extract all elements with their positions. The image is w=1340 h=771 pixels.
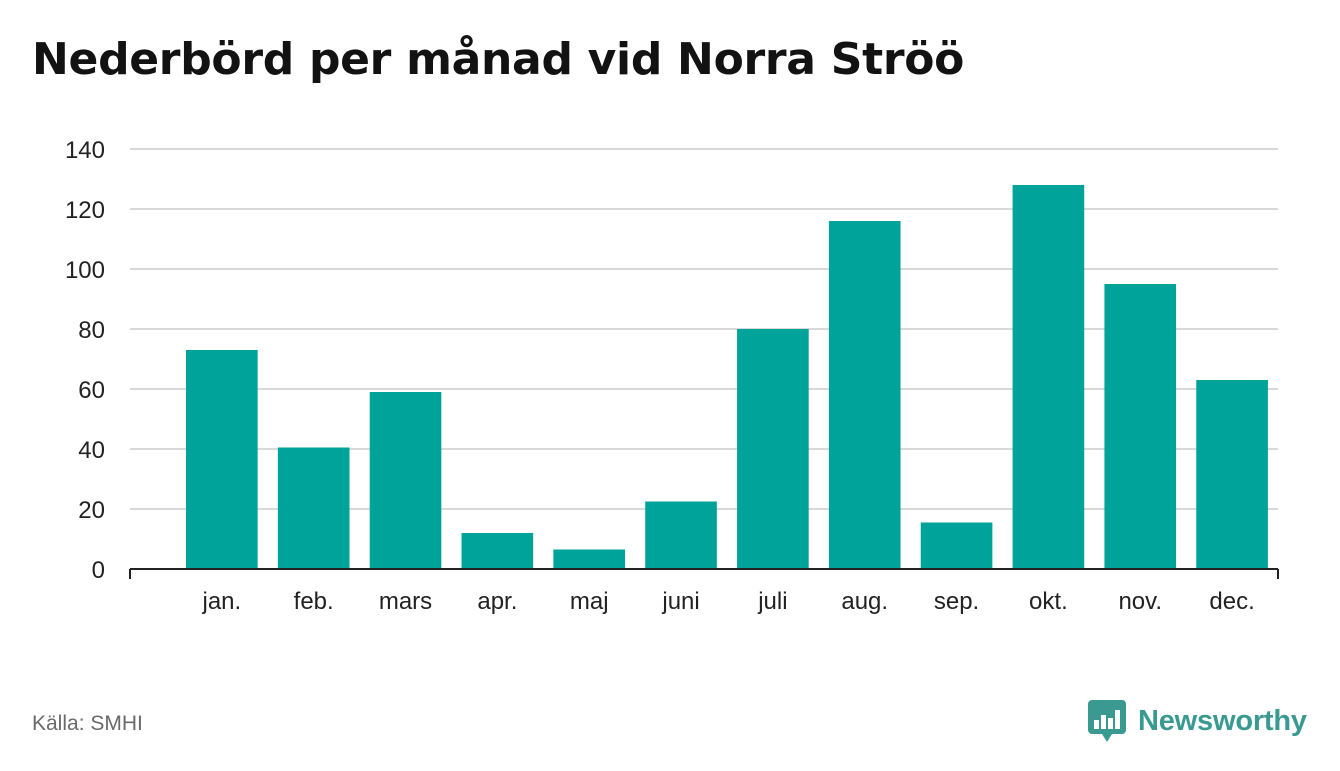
y-tick-label: 140: [65, 137, 105, 164]
x-tick-label: juni: [661, 588, 699, 615]
x-tick-label: aug.: [841, 588, 888, 615]
x-tick-label: jan.: [201, 588, 241, 615]
y-tick-label: 60: [78, 377, 105, 404]
x-tick-label: juli: [757, 588, 787, 615]
x-tick-label: maj: [570, 588, 609, 615]
chart-title: Nederbörd per månad vid Norra Ströö: [32, 34, 965, 85]
x-tick-label: mars: [379, 588, 432, 615]
bar: [737, 329, 809, 569]
x-tick-label: apr.: [477, 588, 517, 615]
bars: [186, 185, 1268, 569]
bar: [645, 501, 717, 569]
bar: [461, 533, 534, 569]
y-tick-label: 20: [78, 497, 105, 524]
bar-chart-speech-bubble-icon: [1088, 700, 1126, 742]
bar: [828, 221, 901, 569]
bar: [1104, 284, 1177, 569]
bar: [1012, 185, 1085, 569]
x-tick-label: okt.: [1029, 588, 1068, 615]
bar: [920, 522, 993, 569]
bar: [186, 350, 258, 569]
y-axis-ticks: 0 20 40 60 80 100 120 140: [65, 137, 105, 584]
y-tick-label: 0: [92, 557, 105, 584]
x-tick-label: dec.: [1209, 588, 1254, 615]
y-tick-label: 120: [65, 197, 105, 224]
x-axis-ticks: jan. feb. mars apr. maj juni juli aug. sep. okt. n…: [201, 588, 1254, 615]
y-tick-label: 80: [78, 317, 105, 344]
x-tick-label: feb.: [294, 588, 334, 615]
x-tick-label: nov.: [1118, 588, 1162, 615]
y-tick-label: 100: [65, 257, 105, 284]
bar: [277, 447, 350, 569]
x-axis: [129, 568, 1279, 579]
y-tick-label: 40: [78, 437, 105, 464]
bar: [1196, 380, 1268, 569]
source-note: Källa: SMHI: [32, 712, 143, 735]
x-tick-label: sep.: [934, 588, 979, 615]
bar: [369, 392, 442, 569]
brand-logo: Newsworthy: [1088, 698, 1307, 744]
brand-name: Newsworthy: [1138, 704, 1307, 737]
bar: [553, 549, 626, 569]
